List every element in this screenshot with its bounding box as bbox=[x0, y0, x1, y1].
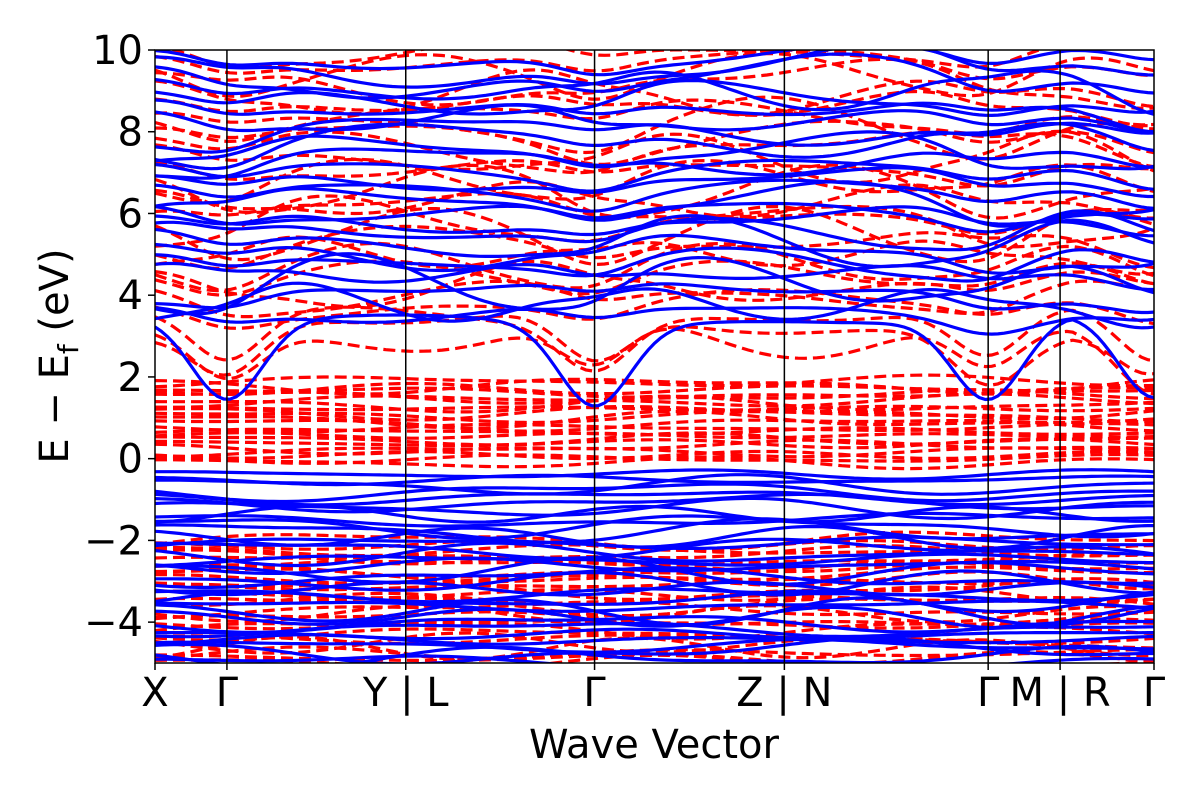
y-tick-label: 0 bbox=[118, 437, 143, 483]
x-tick-label: Γ bbox=[1143, 670, 1166, 716]
y-tick-label: 8 bbox=[118, 110, 143, 156]
spin-down-band bbox=[155, 422, 1154, 434]
band-lines bbox=[155, 50, 1154, 663]
spin-down-band bbox=[155, 50, 1154, 81]
y-axis-label-main: E − E bbox=[32, 354, 78, 464]
y-tick-label: 6 bbox=[118, 191, 143, 237]
y-tick-label: −4 bbox=[84, 600, 143, 646]
x-tick-label: Γ bbox=[216, 670, 239, 716]
plot-frame bbox=[154, 49, 1155, 664]
spin-up-band bbox=[155, 246, 1154, 283]
x-axis-label: Wave Vector bbox=[529, 722, 780, 768]
y-axis-label: E − Ef (eV) bbox=[32, 248, 85, 463]
x-tick-label: Γ bbox=[583, 670, 606, 716]
y-tick-label: 10 bbox=[92, 28, 143, 74]
x-tick-label: Y | L bbox=[362, 670, 449, 716]
spin-down-band bbox=[155, 327, 1154, 396]
x-tick-label: X bbox=[141, 670, 168, 716]
y-axis-label-unit: (eV) bbox=[32, 248, 78, 344]
y-axis-label-subscript: f bbox=[52, 343, 85, 354]
high-symmetry-lines bbox=[226, 50, 1061, 663]
y-tick-label: 4 bbox=[118, 273, 143, 319]
x-tick-label: Γ bbox=[977, 670, 1000, 716]
spin-up-band bbox=[155, 654, 1154, 663]
y-tick-label: 2 bbox=[118, 355, 143, 401]
spin-down-band bbox=[155, 288, 1154, 330]
x-tick-label: M | R bbox=[1009, 670, 1110, 716]
y-tick-label: −2 bbox=[84, 518, 143, 564]
x-tick-label: Z | N bbox=[736, 670, 832, 716]
y-axis-ticks: 10 8 6 4 2 0 −2 −4 bbox=[84, 28, 155, 646]
spin-down-band bbox=[155, 314, 1154, 387]
spin-down-band bbox=[155, 279, 1154, 319]
spin-up-band bbox=[155, 468, 1154, 481]
spin-down-band bbox=[155, 204, 1154, 267]
